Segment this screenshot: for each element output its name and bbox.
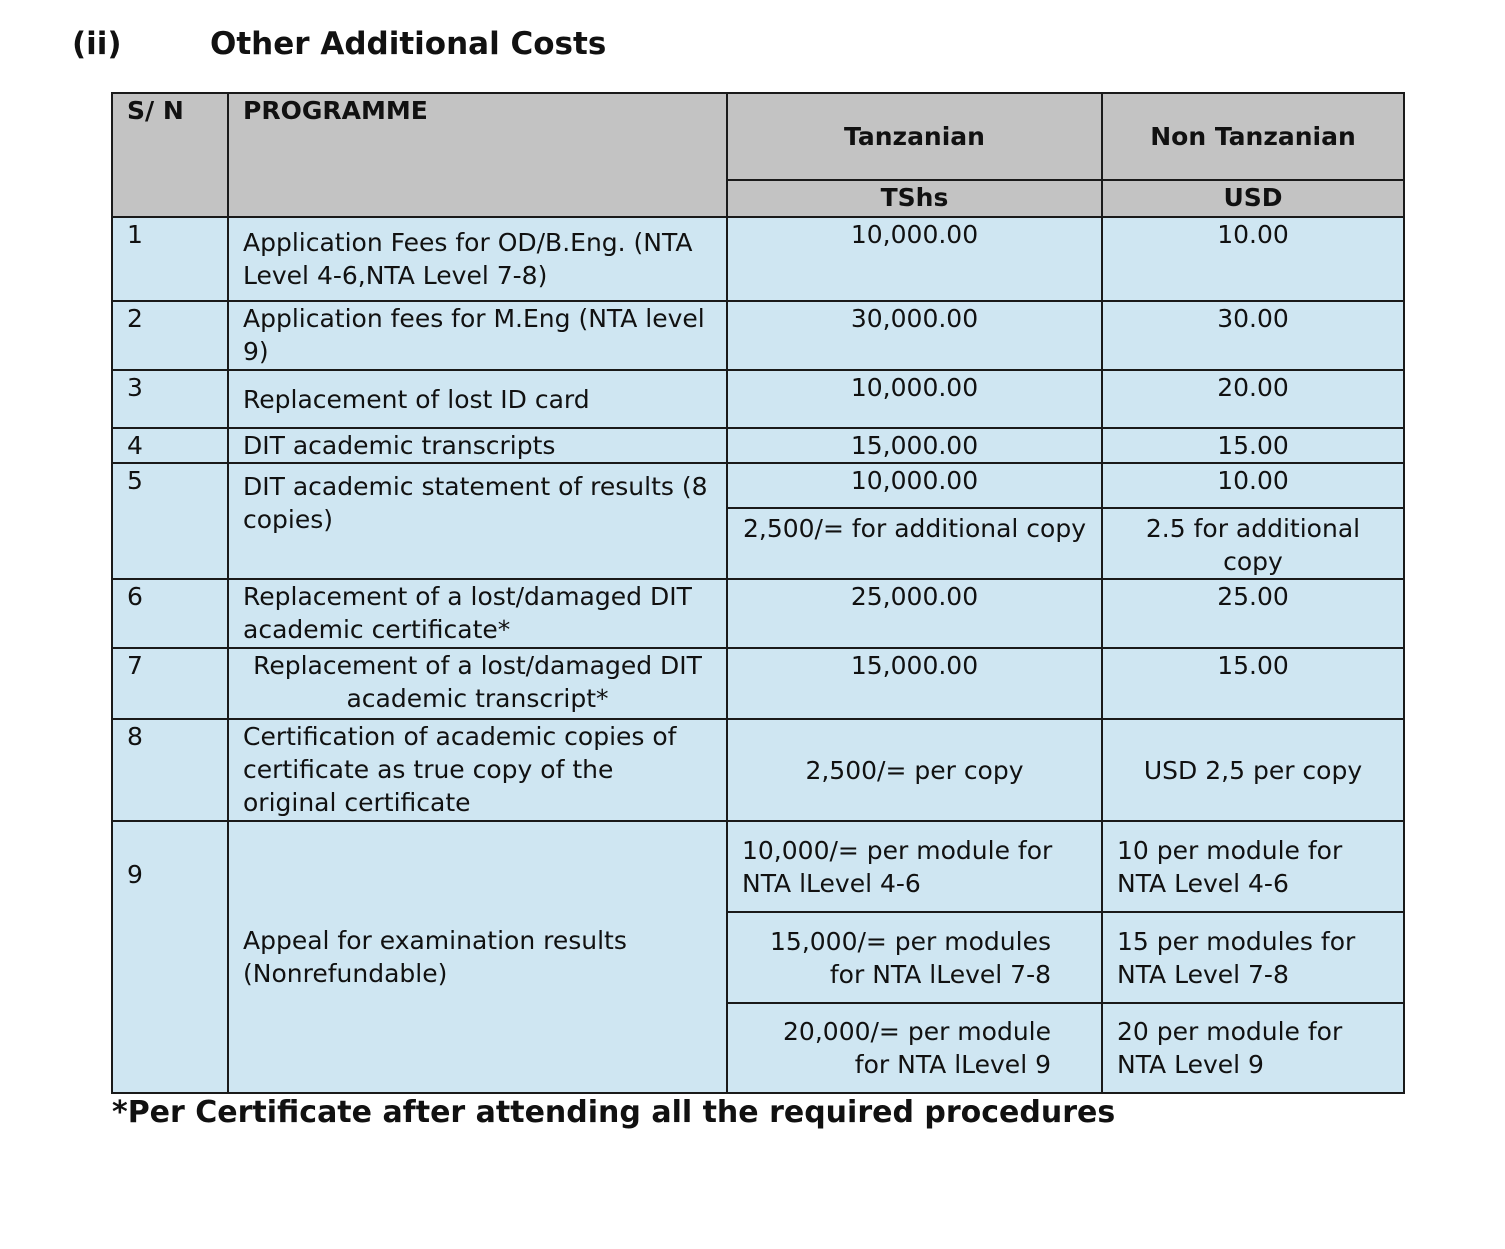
table-row: 15,000/= per modules for NTA lLevel 7-8 … — [112, 911, 1405, 1004]
row-sn: 5 — [111, 462, 229, 580]
header-tshs: TShs — [726, 179, 1103, 218]
table-row: 1 Application Fees for OD/B.Eng. (NTA Le… — [111, 216, 1405, 302]
row-tshs: 2,500/= per copy — [726, 718, 1103, 822]
header-non-tanzanian: Non Tanzanian — [1101, 92, 1405, 181]
row-usd-additional: 2.5 for additional copy — [1101, 507, 1405, 580]
row-programme: Appeal for examination results (Nonrefun… — [227, 820, 728, 1094]
row-usd: 15.00 — [1101, 647, 1405, 720]
row-sn: 2 — [111, 300, 229, 371]
header-tanzanian: Tanzanian — [726, 92, 1103, 181]
row-usd: 10.00 — [1101, 216, 1405, 302]
row-tshs-level: 10,000/= per module for NTA lLevel 4-6 — [726, 820, 1103, 913]
row-usd-level: 20 per module for NTA Level 9 — [1101, 1002, 1405, 1094]
row-tshs-level: 20,000/= per module for NTA lLevel 9 — [726, 1002, 1103, 1094]
row-programme: DIT academic statement of results (8 cop… — [227, 462, 728, 580]
table-row: 6 Replacement of a lost/damaged DIT acad… — [111, 578, 1405, 649]
table-row: 20,000/= per module for NTA lLevel 9 20 … — [112, 1002, 1405, 1094]
fees-table: S/ N PROGRAMME Tanzanian Non Tanzanian T… — [111, 92, 1405, 1094]
header-usd: USD — [1101, 179, 1405, 218]
row-programme: Replacement of a lost/damaged DIT academ… — [227, 647, 728, 720]
row-programme: Certification of academic copies of cert… — [227, 718, 728, 822]
row-programme: Replacement of a lost/damaged DIT academ… — [227, 578, 728, 649]
row-tshs-additional: 2,500/= for additional copy — [726, 507, 1103, 580]
row-programme: DIT academic transcripts — [227, 427, 728, 464]
row-tshs: 15,000.00 — [726, 647, 1103, 720]
row-sn: 9 — [111, 820, 229, 1094]
row-usd: 10.00 — [1101, 462, 1405, 509]
row-tshs: 10,000.00 — [726, 369, 1103, 429]
row-tshs: 30,000.00 — [726, 300, 1103, 371]
row-usd: 15.00 — [1101, 427, 1405, 464]
header-programme: PROGRAMME — [227, 92, 728, 218]
table-row: 5 DIT academic statement of results (8 c… — [111, 462, 1405, 580]
row-tshs: 25,000.00 — [726, 578, 1103, 649]
row-programme: Application Fees for OD/B.Eng. (NTA Leve… — [227, 216, 728, 302]
row-programme: Application fees for M.Eng (NTA level 9) — [227, 300, 728, 371]
row-sn: 4 — [111, 427, 229, 464]
row-usd: 30.00 — [1101, 300, 1405, 371]
row-sn: 8 — [111, 718, 229, 822]
table-row: 8 Certification of academic copies of ce… — [111, 718, 1405, 822]
table-row: 9 Appeal for examination results (Nonref… — [111, 820, 1405, 1094]
table-row: 4 DIT academic transcripts 15,000.00 15.… — [111, 427, 1405, 464]
row-usd: 25.00 — [1101, 578, 1405, 649]
section-title: Other Additional Costs — [210, 26, 607, 62]
table-row: 2,500/= for additional copy 2.5 for addi… — [112, 507, 1405, 580]
footnote: *Per Certificate after attending all the… — [112, 1095, 1116, 1130]
row-tshs: 10,000.00 — [726, 462, 1103, 509]
row-sn: 7 — [111, 647, 229, 720]
row-tshs: 10,000.00 — [726, 216, 1103, 302]
row-sn: 3 — [111, 369, 229, 429]
section-number: (ii) — [72, 26, 122, 62]
row-tshs-level: 15,000/= per modules for NTA lLevel 7-8 — [726, 911, 1103, 1004]
row-tshs: 15,000.00 — [726, 427, 1103, 464]
table-row: 3 Replacement of lost ID card 10,000.00 … — [111, 369, 1405, 429]
row-usd-level: 10 per module for NTA Level 4-6 — [1101, 820, 1405, 913]
row-usd-level: 15 per modules for NTA Level 7-8 — [1101, 911, 1405, 1004]
section-heading: (ii) Other Additional Costs — [72, 26, 606, 62]
row-usd: 20.00 — [1101, 369, 1405, 429]
row-usd: USD 2,5 per copy — [1101, 718, 1405, 822]
row-programme: Replacement of lost ID card — [227, 369, 728, 429]
table-row: 7 Replacement of a lost/damaged DIT acad… — [111, 647, 1405, 720]
header-sn: S/ N — [111, 92, 229, 218]
row-sn: 6 — [111, 578, 229, 649]
table-row: 2 Application fees for M.Eng (NTA level … — [111, 300, 1405, 371]
row-sn: 1 — [111, 216, 229, 302]
